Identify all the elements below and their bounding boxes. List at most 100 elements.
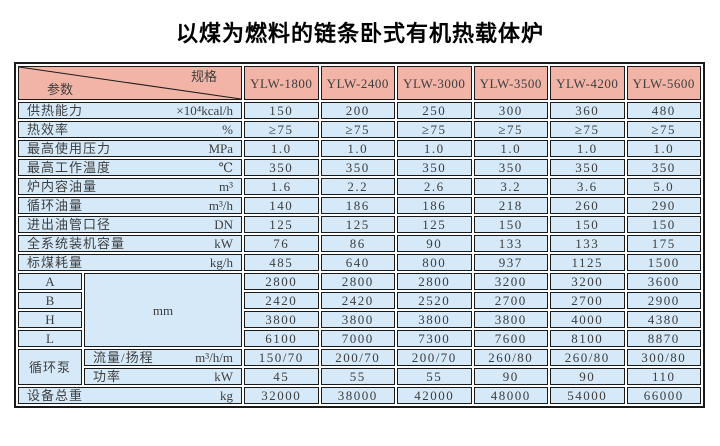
param-cell: 进出油管口径 DN <box>18 216 242 233</box>
value-cell: ≥75 <box>397 121 472 138</box>
dimension-unit-cell: mm <box>84 273 242 347</box>
model-header: YLW-5600 <box>626 66 701 100</box>
value-cell: 260/80 <box>473 349 548 366</box>
value-cell: 125 <box>320 216 395 233</box>
param-cell: 最高工作温度 ℃ <box>18 159 242 176</box>
param-unit: ×10⁴kcal/h <box>176 103 233 118</box>
value-cell: 2420 <box>244 292 319 309</box>
model-header: YLW-3000 <box>397 66 472 100</box>
value-cell: 300/80 <box>626 349 701 366</box>
value-cell: 4380 <box>626 311 701 328</box>
value-cell: 3.2 <box>473 178 548 195</box>
dimension-label: A <box>18 273 82 290</box>
value-cell: 250 <box>397 102 472 119</box>
value-cell: 150 <box>626 216 701 233</box>
table-row: 循环油量 m³/h 140 186 186 218 260 290 <box>18 197 701 214</box>
value-cell: ≥75 <box>244 121 319 138</box>
value-cell: 55 <box>320 368 395 385</box>
value-cell: 8870 <box>626 330 701 347</box>
value-cell: 2800 <box>397 273 472 290</box>
value-cell: 3.6 <box>550 178 625 195</box>
param-cell: 设备总重 kg <box>18 387 242 404</box>
page-title: 以煤为燃料的链条卧式有机热载体炉 <box>175 22 544 47</box>
value-cell: 2900 <box>626 292 701 309</box>
value-cell: ≥75 <box>550 121 625 138</box>
value-cell: 2.2 <box>320 178 395 195</box>
value-cell: 937 <box>473 254 548 271</box>
value-cell: 133 <box>473 235 548 252</box>
value-cell: 1500 <box>626 254 701 271</box>
value-cell: 350 <box>550 159 625 176</box>
value-cell: 7600 <box>473 330 548 347</box>
param-label: 循环油量 <box>27 198 84 213</box>
value-cell: 54000 <box>550 387 625 404</box>
table-row: 全系统装机容量 kW 76 86 90 133 133 175 <box>18 235 701 252</box>
value-cell: 7000 <box>320 330 395 347</box>
value-cell: 90 <box>550 368 625 385</box>
header-row: 规格 参数 YLW-1800 YLW-2400 YLW-3000 YLW-350… <box>18 66 701 100</box>
value-cell: 200/70 <box>320 349 395 366</box>
value-cell: 218 <box>473 197 548 214</box>
table-row: 循环泵 流量/扬程 m³/h/m 150/70 200/70 200/70 260… <box>18 349 701 385</box>
model-header: YLW-4200 <box>550 66 625 100</box>
table-row: 供热能力 ×10⁴kcal/h 150 200 250 300 360 480 <box>18 102 701 119</box>
param-label: 进出油管口径 <box>27 217 112 232</box>
table-row: 进出油管口径 DN 125 125 125 150 150 150 <box>18 216 701 233</box>
corner-header-cell: 规格 参数 <box>18 66 242 100</box>
diagonal-line <box>19 67 241 99</box>
param-cell: 供热能力 ×10⁴kcal/h <box>18 102 242 119</box>
value-cell: 45 <box>244 368 319 385</box>
param-label: 全系统装机容量 <box>27 236 126 251</box>
value-cell: 6100 <box>244 330 319 347</box>
param-cell: 循环油量 m³/h <box>18 197 242 214</box>
value-cell: 2700 <box>473 292 548 309</box>
table-row: 最高使用压力 MPa 1.0 1.0 1.0 1.0 1.0 1.0 <box>18 140 701 157</box>
param-unit: DN <box>214 217 233 232</box>
value-cell: 66000 <box>626 387 701 404</box>
dimension-label: H <box>18 311 82 328</box>
value-cell: 3200 <box>473 273 548 290</box>
value-cell: 360 <box>550 102 625 119</box>
value-cell: 42000 <box>397 387 472 404</box>
value-cell: 350 <box>626 159 701 176</box>
table-row: A mm 2800 2800 2800 3200 3200 3600 <box>18 273 701 347</box>
param-cell: 最高使用压力 MPa <box>18 140 242 157</box>
model-header: YLW-1800 <box>244 66 319 100</box>
value-cell: 485 <box>244 254 319 271</box>
param-label: 最高使用压力 <box>27 141 112 156</box>
param-unit: kW <box>214 236 233 251</box>
value-cell: 3600 <box>626 273 701 290</box>
value-cell: 3800 <box>320 311 395 328</box>
value-cell: ≥75 <box>626 121 701 138</box>
value-cell: 2700 <box>550 292 625 309</box>
value-cell: 640 <box>320 254 395 271</box>
value-cell: 150 <box>550 216 625 233</box>
table-row: 最高工作温度 ℃ 350 350 350 350 350 350 <box>18 159 701 176</box>
param-cell: 热效率% <box>18 121 242 138</box>
value-cell: 350 <box>397 159 472 176</box>
value-cell: 3800 <box>244 311 319 328</box>
value-cell: 480 <box>626 102 701 119</box>
param-unit: kg/h <box>209 255 233 270</box>
corner-label-param: 参数 <box>47 82 74 97</box>
value-cell: 3200 <box>550 273 625 290</box>
value-cell: 8100 <box>550 330 625 347</box>
value-cell: ≥75 <box>320 121 395 138</box>
table-row: 功率 kW 45 55 55 90 90 110 <box>18 368 701 385</box>
value-cell: 186 <box>320 197 395 214</box>
param-label: 流量/扬程 <box>93 350 154 365</box>
value-cell: 175 <box>626 235 701 252</box>
value-cell: 3800 <box>473 311 548 328</box>
param-label: 最高工作温度 <box>27 160 112 175</box>
value-cell: 200 <box>320 102 395 119</box>
value-cell: 5.0 <box>626 178 701 195</box>
value-cell: 1.0 <box>320 140 395 157</box>
table-row: 设备总重 kg 32000 38000 42000 48000 54000 660… <box>18 387 701 404</box>
value-cell: 350 <box>244 159 319 176</box>
value-cell: 800 <box>397 254 472 271</box>
value-cell: 260/80 <box>550 349 625 366</box>
param-label: 标煤耗量 <box>27 255 84 270</box>
param-unit: m³ <box>218 179 233 194</box>
value-cell: 32000 <box>244 387 319 404</box>
value-cell: 3800 <box>397 311 472 328</box>
